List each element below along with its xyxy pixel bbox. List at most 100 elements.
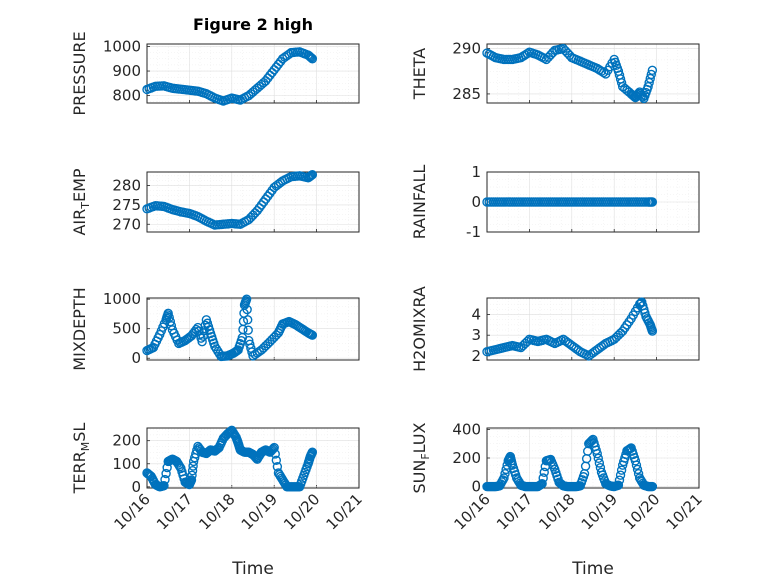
y-tick-label: 1: [471, 163, 481, 181]
subplot-terr-msl: 0 100 200 TERRMSL 10/16 10/17 10/18 10/19 10/20 1…: [70, 423, 366, 534]
y-tick-label: 400: [452, 420, 481, 438]
y-tick-label: 200: [112, 432, 141, 450]
y-tick-label: 2: [471, 347, 481, 365]
data-point: [242, 304, 252, 315]
data-point: [613, 480, 624, 490]
y-tick-label: 0: [131, 349, 141, 367]
x-tick-label: 10/20: [620, 490, 663, 533]
data-point: [211, 344, 222, 354]
data-point: [307, 170, 318, 180]
axes-border: [146, 427, 360, 489]
y-tick-label: 0: [471, 478, 481, 496]
data-point: [616, 465, 627, 475]
series-markers: [142, 425, 318, 492]
x-tick-label: 10/19: [238, 490, 281, 533]
data-point: [614, 475, 625, 485]
data-point: [594, 458, 605, 468]
y-tick-label: 800: [112, 87, 141, 105]
x-axis-label-left: Time: [231, 559, 274, 579]
y-axis-label: SUNFLUX: [410, 422, 432, 493]
subplot-mixdepth: 0 500 1000 MIXDEPTH: [70, 287, 360, 371]
x-tick-label: 10/21: [663, 490, 706, 533]
data-point: [305, 52, 315, 62]
y-axis-label: MIXDEPTH: [70, 287, 89, 370]
y-tick-label: 275: [112, 196, 141, 214]
data-point: [307, 447, 318, 457]
y-tick-label: 1000: [103, 290, 141, 308]
data-point: [242, 315, 253, 325]
y-tick-label: 285: [452, 85, 481, 103]
y-tick-label: -1: [466, 223, 481, 241]
data-point: [647, 326, 658, 336]
subplot-sun-flux: 0 200 400 SUNFLUX 10/16 10/17 10/18 10/19 10/20 1…: [410, 420, 706, 533]
data-point: [165, 316, 176, 327]
data-point: [269, 442, 279, 453]
y-tick-label: 290: [452, 40, 481, 58]
data-point: [592, 449, 602, 459]
data-point: [537, 479, 547, 489]
y-tick-label: 0: [471, 193, 481, 211]
data-point: [160, 474, 170, 485]
data-point: [197, 336, 207, 347]
axes-border: [486, 43, 700, 104]
subplot-rainfall: -1 0 1 RAINFALL: [410, 163, 700, 241]
axes-border: [146, 43, 360, 104]
series-markers: [482, 43, 658, 104]
data-point: [159, 480, 169, 491]
data-point: [163, 308, 173, 319]
y-tick-label: 100: [112, 455, 141, 473]
y-axis-label: AIRTEMP: [70, 168, 92, 235]
data-point: [631, 460, 642, 470]
y-axis-label: RAINFALL: [410, 165, 429, 240]
data-point: [270, 449, 280, 459]
data-point: [647, 65, 658, 76]
x-tick-label: 10/18: [535, 490, 578, 533]
x-tick-label: 10/18: [195, 490, 238, 533]
data-point: [499, 473, 509, 483]
y-axis-label: THETA: [410, 48, 429, 100]
data-point: [210, 341, 220, 352]
y-axis-label: H2OMIXRA: [410, 286, 429, 372]
data-point: [539, 467, 549, 477]
data-point: [306, 53, 316, 63]
y-axis-label: PRESSURE: [70, 31, 89, 115]
series-markers: [482, 297, 658, 361]
data-point: [633, 469, 644, 479]
y-tick-label: 4: [471, 306, 481, 324]
data-point: [175, 461, 185, 472]
data-point: [538, 473, 548, 483]
series-markers: [142, 170, 318, 230]
axes-border: [146, 171, 360, 233]
data-point: [593, 453, 603, 464]
y-tick-label: 1000: [103, 37, 141, 55]
x-tick-label: 10/16: [451, 490, 494, 533]
x-axis-label-right: Time: [571, 559, 614, 579]
data-point: [500, 469, 510, 479]
data-point: [187, 465, 198, 476]
series-markers: [482, 197, 658, 207]
data-point: [164, 312, 174, 323]
series-markers: [482, 434, 658, 492]
data-point: [307, 330, 318, 340]
data-point: [145, 470, 155, 481]
data-point: [268, 444, 278, 454]
y-tick-label: 500: [112, 320, 141, 338]
y-tick-label: 0: [131, 478, 141, 496]
data-point: [630, 456, 641, 466]
data-point: [243, 325, 253, 335]
series-markers: [142, 47, 318, 106]
data-point: [213, 346, 223, 357]
y-tick-label: 900: [112, 62, 141, 80]
axes-border: [486, 297, 700, 361]
x-tick-label: 10/17: [493, 490, 536, 533]
y-tick-label: 200: [452, 449, 481, 467]
data-point: [647, 481, 658, 492]
y-tick-label: 280: [112, 177, 141, 195]
data-point: [615, 470, 626, 480]
subplot-pressure: 800 900 1000 PRESSURE: [70, 31, 360, 116]
axes-border: [486, 427, 700, 489]
data-point: [647, 197, 658, 207]
